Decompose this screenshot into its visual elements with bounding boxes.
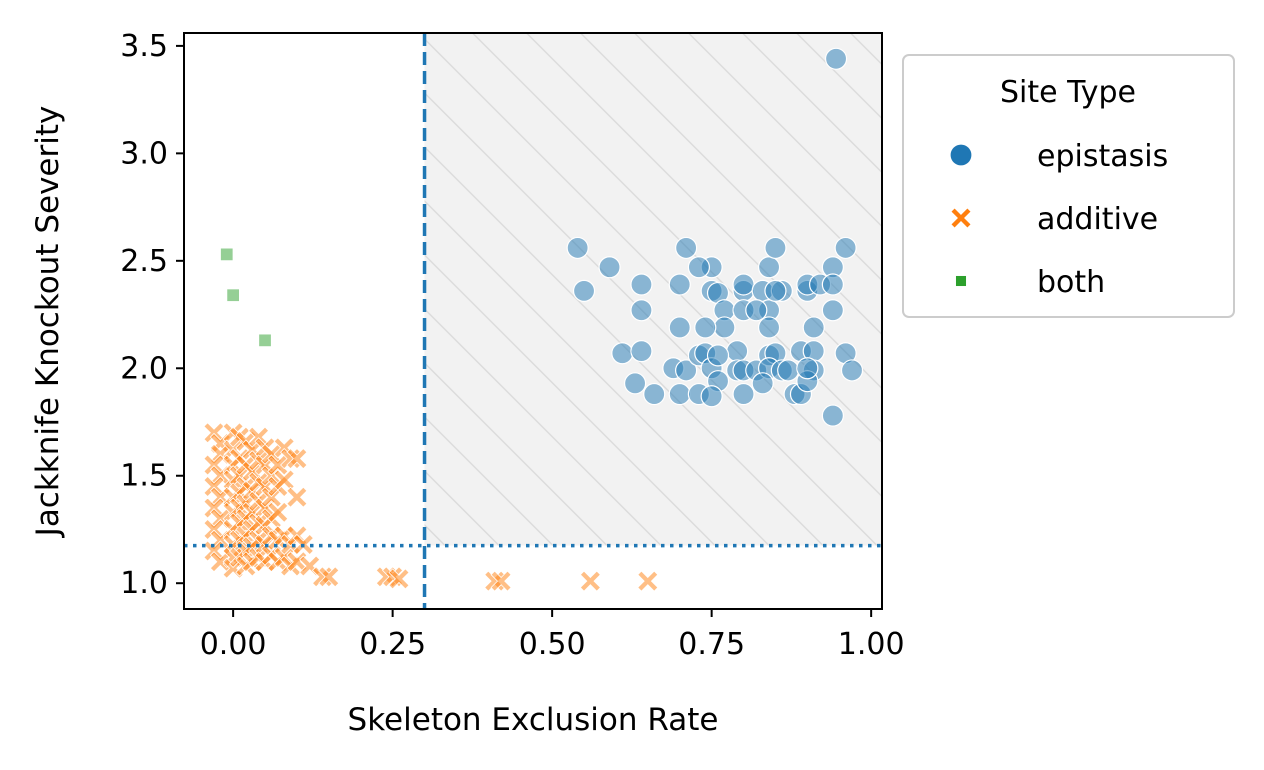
legend-entry-epistasis: epistasis (949, 139, 1168, 174)
hatch-line (424, 415, 554, 546)
epistasis-point (840, 359, 864, 382)
hatch-line (472, 33, 882, 444)
epistasis-point (611, 342, 634, 365)
epistasis-point (630, 299, 653, 322)
epistasis-point (700, 385, 723, 408)
y-tick-label: 3.5 (120, 29, 168, 64)
epistasis-point (668, 273, 691, 296)
epistasis-point (630, 273, 653, 296)
additive-point (490, 570, 512, 592)
y-tick-label: 3.0 (120, 136, 168, 171)
epistasis-point (598, 256, 621, 279)
threshold-lines (184, 33, 882, 609)
epistasis-point (694, 316, 717, 339)
legend: Site Type epistasis additive both (902, 54, 1235, 318)
legend-entries: epistasis additive both (949, 139, 1168, 300)
x-tick-label: 0.25 (359, 627, 426, 662)
hatch-line (424, 361, 608, 546)
epistasis-point (706, 344, 730, 367)
legend-box (902, 54, 1235, 318)
epistasis-point (668, 316, 691, 339)
hatch-line (688, 33, 882, 228)
epistasis-point (623, 372, 647, 395)
epistasis-point (726, 339, 749, 363)
epistasis-point (777, 359, 800, 382)
legend-entry-both: both (954, 265, 1105, 300)
epistasis-point (757, 256, 781, 279)
hatch-line (424, 523, 446, 546)
legend-label: epistasis (1037, 139, 1168, 174)
epistasis-point (821, 273, 844, 296)
epistasis-point (764, 279, 787, 303)
epistasis-point (630, 339, 653, 363)
additive-point (318, 566, 340, 588)
epistasis-point (802, 316, 825, 339)
epistasis-point (675, 359, 698, 382)
hatch-line (634, 33, 882, 282)
x-axis-label: Skeleton Exclusion Rate (348, 702, 719, 738)
additive-point (273, 469, 295, 491)
y-axis-ticks: 1.0 1.5 2.0 2.5 3.0 3.5 (120, 29, 184, 601)
legend-label: additive (1037, 202, 1158, 237)
data-points (203, 47, 864, 592)
epistasis-point (732, 382, 755, 406)
epistasis-point (751, 372, 774, 395)
epistasis-point (834, 236, 857, 260)
additive-point (637, 570, 659, 592)
epistasis-point (745, 299, 768, 322)
epistasis-point (821, 299, 844, 322)
series-epistasis (566, 47, 864, 427)
epistasis-point (713, 316, 736, 339)
hatch-line (424, 253, 716, 546)
legend-entry-additive: additive (950, 202, 1158, 237)
legend-label: both (1037, 265, 1105, 300)
both-point (226, 288, 241, 303)
epistasis-point (668, 382, 691, 406)
x-tick-label: 0.00 (200, 627, 267, 662)
x-tick-label: 0.50 (519, 627, 586, 662)
additive-point (388, 568, 410, 590)
plot-frame (183, 32, 883, 610)
y-tick-label: 2.5 (120, 244, 168, 279)
additive-point (579, 570, 601, 592)
x-tick-label: 0.75 (678, 627, 745, 662)
legend-marker-epistasis (949, 143, 973, 167)
hatch-line (424, 91, 878, 546)
epistasis-point (566, 236, 589, 260)
y-tick-label: 1.5 (120, 459, 168, 494)
epistasis-point (687, 256, 710, 279)
legend-marker-both (954, 274, 968, 288)
epistasis-point (732, 273, 755, 296)
x-axis-ticks: 0.00 0.25 0.50 0.75 1.00 (200, 609, 905, 662)
hatch-line (424, 307, 662, 546)
y-axis-label: Jackknife Knockout Severity (30, 106, 66, 539)
hatch-line (424, 199, 770, 546)
both-point (258, 333, 272, 348)
legend-title: Site Type (1000, 75, 1136, 110)
x-tick-label: 1.00 (838, 627, 905, 662)
additive-point (286, 486, 308, 508)
epistasis-point (764, 236, 787, 260)
epistasis-point (796, 357, 819, 380)
epistasis-point (572, 279, 596, 303)
both-point (219, 247, 234, 262)
additive-point (267, 501, 289, 523)
additive-point (286, 448, 308, 470)
epistasis-point (757, 316, 781, 339)
hatch-line (742, 33, 882, 174)
series-both (219, 247, 272, 348)
additive-point (286, 551, 308, 573)
epistasis-point (643, 382, 666, 406)
epistasis-point (824, 47, 848, 70)
epistasis-point (675, 236, 698, 260)
y-tick-label: 1.0 (120, 566, 168, 601)
epistasis-point (821, 404, 844, 427)
legend-marker-additive (950, 207, 972, 229)
y-tick-label: 2.0 (120, 351, 168, 386)
hatch-line (424, 145, 824, 546)
